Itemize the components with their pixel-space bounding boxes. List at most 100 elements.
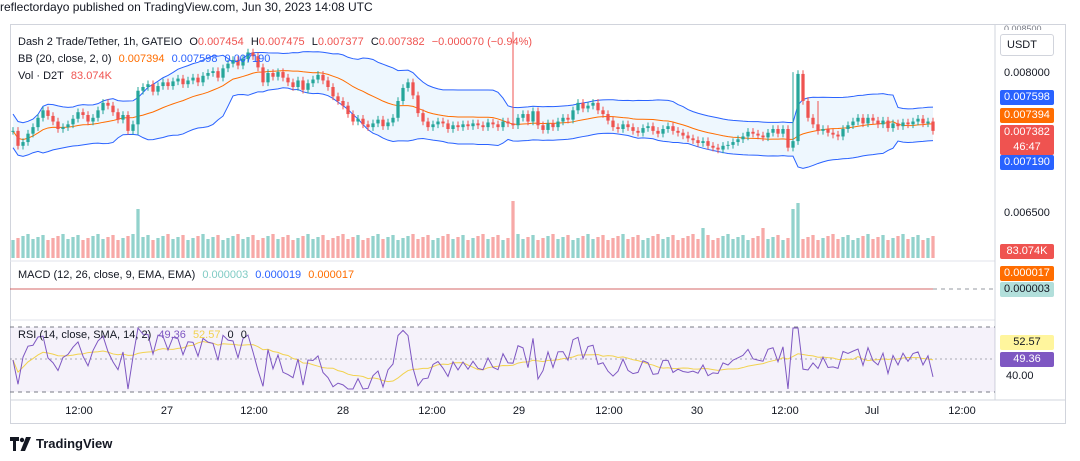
volume-bar (831, 234, 835, 258)
volume-bar (61, 234, 65, 258)
volume-bar (126, 236, 130, 258)
volume-bar (296, 238, 300, 258)
volume-bar (931, 236, 935, 258)
volume-bar (366, 238, 370, 258)
candle-body (921, 118, 925, 124)
candle-body (81, 112, 85, 115)
candle-body (531, 111, 535, 122)
candle-body (676, 130, 680, 133)
candle-body (556, 121, 560, 128)
volume-bar (506, 238, 510, 258)
last-price-tag: 0.007382 46:47 (1000, 125, 1054, 155)
candle-body (396, 101, 400, 118)
volume-bar (551, 234, 555, 258)
candle-body (291, 82, 295, 87)
x-label-2: 12:00 (240, 405, 268, 417)
candle-body (41, 110, 45, 118)
candle-body (826, 129, 830, 133)
vol-value: 83.074K (70, 70, 112, 82)
candle-body (286, 77, 290, 83)
candle-body (741, 136, 745, 140)
candle-body (626, 124, 630, 128)
candle-body (801, 73, 805, 101)
x-label-4: 12:00 (418, 405, 446, 417)
candle-body (786, 129, 790, 148)
candle-body (496, 124, 500, 128)
candle-body (161, 82, 165, 87)
volume-bar (436, 238, 440, 258)
candle-body (846, 125, 850, 129)
candle-body (601, 110, 605, 115)
volume-bar (231, 236, 235, 258)
candle-body (331, 87, 335, 97)
candle-body (71, 118, 75, 125)
volume-bar (26, 234, 30, 258)
candle-body (316, 74, 320, 80)
currency-selector[interactable]: USDT (1000, 34, 1054, 56)
volume-bar (731, 239, 735, 258)
volume-bar (736, 237, 740, 258)
candle-body (36, 117, 40, 128)
volume-bar (626, 239, 630, 258)
candle-body (466, 124, 470, 127)
candle-body (681, 132, 685, 136)
candle-body (491, 122, 495, 125)
volume-bar (816, 240, 820, 258)
bb-basis-price-tag: 0.007394 (1000, 108, 1054, 123)
volume-bar (131, 234, 135, 258)
candle-body (261, 67, 265, 83)
candle-body (851, 121, 855, 126)
volume-bar (771, 237, 775, 258)
candle-body (711, 145, 715, 148)
candle-body (881, 120, 885, 125)
candle-body (181, 78, 185, 85)
volume-bar (566, 235, 570, 258)
volume-bar (351, 237, 355, 258)
tradingview-logo[interactable]: TradingView (10, 436, 112, 451)
volume-bar (16, 238, 20, 258)
volume-bar (116, 240, 120, 258)
volume-bar (846, 235, 850, 258)
volume-bar (446, 234, 450, 258)
volume-bar (486, 239, 490, 258)
candle-body (146, 84, 150, 87)
volume-bar (211, 237, 215, 258)
candle-body (426, 121, 430, 128)
volume-bar (881, 235, 885, 258)
volume-bar (261, 238, 265, 258)
candle-body (436, 121, 440, 125)
candle-body (346, 105, 350, 115)
volume-bar (681, 238, 685, 258)
volume-bar (46, 240, 50, 258)
candle-body (151, 84, 155, 92)
ohlc-low: 0.007377 (317, 36, 364, 48)
rsi-sma-tag: 52.57 (1000, 335, 1054, 350)
volume-bar (896, 236, 900, 258)
volume-bar (811, 235, 815, 258)
candle-body (296, 80, 300, 87)
volume-bar (76, 235, 80, 258)
candle-body (836, 134, 840, 137)
candle-body (516, 117, 520, 126)
candle-body (646, 126, 650, 129)
chart-frame[interactable] (10, 24, 1066, 424)
bb-upper-value: 0.007598 (171, 53, 218, 65)
candle-body (111, 105, 115, 113)
candle-body (586, 105, 590, 109)
volume-bar (686, 236, 690, 258)
candle-body (636, 130, 640, 133)
volume-bar (516, 234, 520, 258)
candle-body (361, 118, 365, 125)
candle-body (206, 73, 210, 76)
volume-bar (761, 228, 765, 258)
candle-body (251, 52, 255, 57)
candle-body (761, 135, 765, 138)
ohlc-c-label: C (370, 36, 379, 48)
candle-body (576, 102, 580, 111)
volume-bar (406, 236, 410, 258)
candle-body (411, 82, 415, 96)
volume-bar (606, 240, 610, 258)
macd-legend: MACD (12, 26, close, 9, EMA, EMA) 0.0000… (18, 269, 358, 282)
rsi-value: 49.36 (158, 329, 186, 341)
